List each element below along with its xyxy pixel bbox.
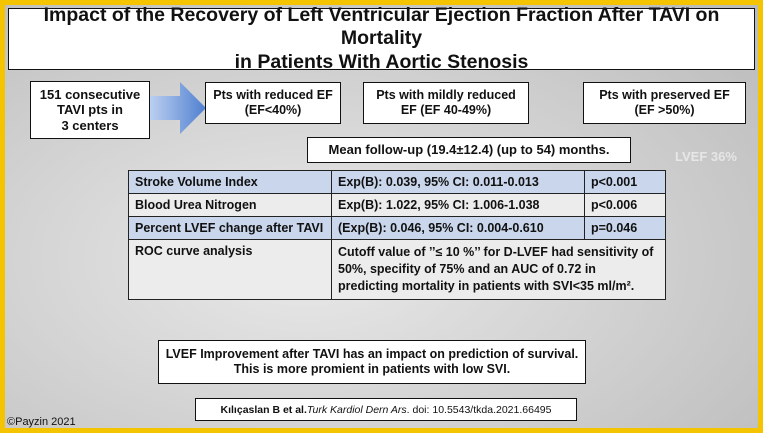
conclusion-line: This is more promient in patients with l… (233, 362, 511, 376)
group-line: Pts with mildly reduced (376, 88, 516, 102)
cell: (Exp(B): 0.046, 95% CI: 0.004-0.610 (331, 216, 585, 240)
citation-authors: Kılıçaslan B et al. (220, 403, 307, 416)
results-table: Stroke Volume Index Exp(B): 0.039, 95% CI… (128, 170, 666, 300)
citation-journal: Turk Kardiol Dern Ars (306, 403, 407, 416)
cell: Exp(B): 0.039, 95% CI: 0.011-0.013 (331, 170, 585, 194)
group-line: (EF >50%) (634, 103, 695, 117)
title-line: in Patients With Aortic Stenosis (234, 50, 529, 73)
cell: p<0.001 (584, 170, 666, 194)
table-row: Blood Urea Nitrogen Exp(B): 1.022, 95% CI… (128, 193, 666, 217)
cell: ROC curve analysis (128, 239, 332, 300)
table-row: Percent LVEF change after TAVI (Exp(B): 0… (128, 216, 666, 240)
cell: p=0.046 (584, 216, 666, 240)
group-line: Pts with preserved EF (599, 88, 730, 102)
conclusion-box: LVEF Improvement after TAVI has an impac… (158, 340, 586, 384)
cohort-box: 151 consecutive TAVI pts in 3 centers (30, 81, 150, 139)
group-line: Pts with reduced EF (213, 88, 333, 102)
citation-box: Kılıçaslan B et al. Turk Kardiol Dern Ar… (195, 398, 577, 421)
title-line: Impact of the Recovery of Left Ventricul… (43, 3, 720, 50)
table-row: ROC curve analysis Cutoff value of ’’≤ 10… (128, 239, 666, 300)
citation-doi: . doi: 10.5543/tkda.2021.66495 (406, 403, 552, 416)
conclusion-line: LVEF Improvement after TAVI has an impac… (165, 347, 579, 361)
title-box: Impact of the Recovery of Left Ventricul… (8, 5, 755, 73)
group-box: Pts with mildly reduced EF (EF 40-49%) (363, 82, 529, 124)
cell: Percent LVEF change after TAVI (128, 216, 332, 240)
group-box: Pts with reduced EF (EF<40%) (205, 82, 341, 124)
cell: Blood Urea Nitrogen (128, 193, 332, 217)
followup-box: Mean follow-up (19.4±12.4) (up to 54) mo… (307, 137, 631, 163)
cell: Exp(B): 1.022, 95% CI: 1.006-1.038 (331, 193, 585, 217)
cell: Stroke Volume Index (128, 170, 332, 194)
followup-text: Mean follow-up (19.4±12.4) (up to 54) mo… (328, 142, 610, 158)
group-box: Pts with preserved EF (EF >50%) (583, 82, 746, 124)
copyright: ©Payzin 2021 (7, 416, 76, 428)
group-line: (EF<40%) (244, 103, 302, 117)
watermark: LVEF 36% (675, 149, 737, 164)
arrow (150, 82, 206, 134)
table-row: Stroke Volume Index Exp(B): 0.039, 95% CI… (128, 170, 666, 194)
cohort-line: 151 consecutive (39, 86, 141, 102)
cohort-line: 3 centers (61, 117, 119, 133)
cohort-line: TAVI pts in (57, 102, 123, 118)
cell: p<0.006 (584, 193, 666, 217)
group-line: EF (EF 40-49%) (400, 103, 492, 117)
cell: Cutoff value of ’’≤ 10 %’’ for D-LVEF ha… (331, 239, 666, 300)
